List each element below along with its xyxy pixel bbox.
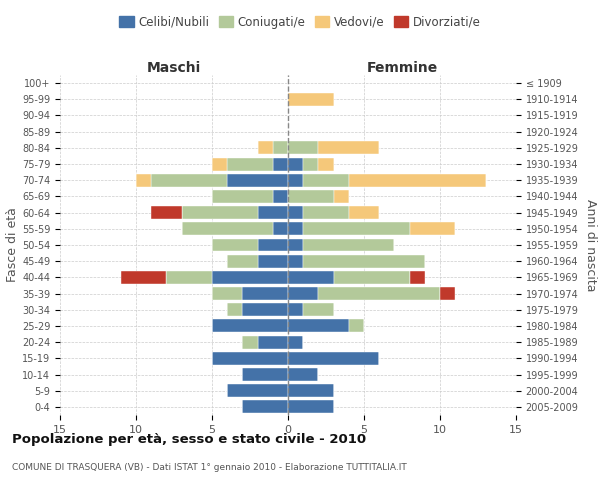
Bar xyxy=(334,190,349,203)
Bar xyxy=(182,206,257,219)
Bar xyxy=(334,271,410,284)
Bar xyxy=(303,238,394,252)
Bar xyxy=(288,93,334,106)
Bar xyxy=(288,287,319,300)
Bar xyxy=(273,142,288,154)
Bar xyxy=(182,222,273,235)
Bar xyxy=(273,222,288,235)
Bar xyxy=(257,254,288,268)
Bar xyxy=(303,304,334,316)
Bar xyxy=(303,254,425,268)
Bar xyxy=(303,158,319,170)
Bar xyxy=(288,320,349,332)
Bar xyxy=(212,190,273,203)
Bar xyxy=(212,271,288,284)
Bar xyxy=(288,158,303,170)
Bar xyxy=(319,158,334,170)
Text: Maschi: Maschi xyxy=(147,61,201,75)
Bar xyxy=(151,174,227,186)
Bar xyxy=(212,352,288,365)
Bar xyxy=(288,352,379,365)
Bar xyxy=(227,174,288,186)
Bar xyxy=(288,271,334,284)
Bar xyxy=(227,254,257,268)
Bar xyxy=(349,206,379,219)
Bar xyxy=(288,190,334,203)
Bar xyxy=(242,336,257,348)
Bar xyxy=(212,320,288,332)
Bar xyxy=(349,174,485,186)
Y-axis label: Fasce di età: Fasce di età xyxy=(6,208,19,282)
Bar xyxy=(242,287,288,300)
Legend: Celibi/Nubili, Coniugati/e, Vedovi/e, Divorziati/e: Celibi/Nubili, Coniugati/e, Vedovi/e, Di… xyxy=(115,11,485,34)
Bar xyxy=(288,206,303,219)
Bar xyxy=(288,142,319,154)
Bar xyxy=(212,238,257,252)
Text: COMUNE DI TRASQUERA (VB) - Dati ISTAT 1° gennaio 2010 - Elaborazione TUTTITALIA.: COMUNE DI TRASQUERA (VB) - Dati ISTAT 1°… xyxy=(12,462,407,471)
Text: Popolazione per età, sesso e stato civile - 2010: Popolazione per età, sesso e stato civil… xyxy=(12,432,366,446)
Bar xyxy=(288,304,303,316)
Bar xyxy=(242,400,288,413)
Bar xyxy=(257,336,288,348)
Bar xyxy=(303,174,349,186)
Bar xyxy=(212,287,242,300)
Bar xyxy=(319,287,440,300)
Bar xyxy=(257,142,273,154)
Bar xyxy=(410,271,425,284)
Bar xyxy=(288,368,319,381)
Bar xyxy=(440,287,455,300)
Bar xyxy=(242,304,288,316)
Bar xyxy=(273,158,288,170)
Bar xyxy=(303,222,410,235)
Bar xyxy=(410,222,455,235)
Bar xyxy=(151,206,182,219)
Y-axis label: Anni di nascita: Anni di nascita xyxy=(584,198,597,291)
Bar xyxy=(303,206,349,219)
Bar xyxy=(257,238,288,252)
Bar xyxy=(136,174,151,186)
Bar xyxy=(288,222,303,235)
Bar xyxy=(349,320,364,332)
Bar xyxy=(121,271,166,284)
Bar xyxy=(227,304,242,316)
Bar xyxy=(288,384,334,397)
Bar xyxy=(288,238,303,252)
Bar xyxy=(288,254,303,268)
Bar xyxy=(242,368,288,381)
Bar xyxy=(288,400,334,413)
Text: Femmine: Femmine xyxy=(367,61,437,75)
Bar xyxy=(227,384,288,397)
Bar xyxy=(288,336,303,348)
Bar xyxy=(166,271,212,284)
Bar xyxy=(288,174,303,186)
Bar xyxy=(227,158,273,170)
Bar xyxy=(257,206,288,219)
Bar xyxy=(212,158,227,170)
Bar xyxy=(319,142,379,154)
Bar xyxy=(273,190,288,203)
